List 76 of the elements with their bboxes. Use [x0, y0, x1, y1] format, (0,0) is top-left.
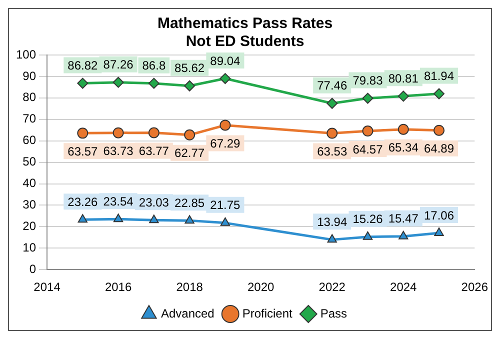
- data-label: 15.47: [388, 212, 419, 226]
- point: [220, 120, 231, 131]
- y-tick-label: 40: [22, 176, 36, 190]
- chart-title: Mathematics Pass Rates Not ED Students: [157, 15, 333, 50]
- y-tick-label: 90: [22, 68, 36, 83]
- point: [220, 217, 230, 226]
- data-label: 62.77: [174, 146, 205, 160]
- data-label: 65.34: [388, 140, 419, 155]
- point: [149, 214, 159, 224]
- point: [220, 73, 231, 84]
- data-label: 64.57: [352, 142, 384, 156]
- y-tick-label: 100: [16, 47, 36, 62]
- y-tick-label: 60: [22, 133, 36, 148]
- point: [362, 126, 374, 137]
- data-label: 17.06: [424, 208, 454, 222]
- y-tick-label: 0: [29, 262, 36, 276]
- point: [326, 128, 338, 139]
- point: [112, 76, 124, 88]
- point: [78, 214, 88, 223]
- data-label: 79.83: [352, 74, 384, 88]
- data-label: 77.46: [317, 78, 348, 93]
- data-label: 63.77: [138, 144, 170, 158]
- y-tick-label: 70: [22, 112, 36, 126]
- x-tick-label: 2024: [390, 280, 418, 294]
- point: [434, 227, 444, 236]
- data-label: 85.62: [174, 61, 205, 76]
- point: [326, 98, 338, 109]
- data-label: 89.04: [210, 54, 241, 68]
- data-label: 15.26: [352, 212, 384, 226]
- data-label: 23.03: [138, 195, 170, 210]
- y-tick-label: 30: [22, 198, 36, 212]
- point: [148, 78, 160, 89]
- data-label: 64.89: [424, 142, 454, 156]
- data-label: 86.8: [142, 58, 166, 73]
- x-tick-label: 2020: [247, 280, 275, 294]
- y-tick-label: 80: [22, 90, 36, 104]
- point: [327, 234, 337, 243]
- data-label: 63.57: [68, 144, 98, 158]
- point: [398, 230, 408, 240]
- legend-label: Pass: [320, 306, 348, 320]
- data-label: 67.29: [210, 136, 241, 151]
- data-label: 81.94: [424, 69, 454, 84]
- x-tick-label: 2016: [104, 280, 132, 294]
- data-label: 87.26: [103, 58, 134, 72]
- point: [434, 124, 445, 136]
- point: [77, 78, 88, 89]
- point: [398, 90, 409, 102]
- point: [434, 88, 445, 100]
- x-tick-label: 2026: [461, 280, 488, 294]
- point: [184, 80, 196, 92]
- x-tick-label: 2014: [34, 280, 61, 294]
- point: [184, 129, 196, 140]
- point: [398, 124, 409, 135]
- point: [113, 214, 124, 222]
- y-tick-label: 20: [22, 218, 36, 233]
- x-tick-label: 2018: [176, 280, 204, 294]
- point: [112, 127, 124, 138]
- data-label: 21.75: [210, 198, 241, 212]
- point: [148, 127, 160, 138]
- y-tick-label: 50: [22, 154, 36, 169]
- point: [184, 215, 194, 224]
- point: [77, 128, 88, 139]
- data-label: 13.94: [317, 214, 348, 229]
- point: [362, 92, 374, 104]
- legend-label: Proficient: [242, 306, 294, 320]
- data-label: 80.81: [388, 71, 419, 86]
- data-label: 63.53: [317, 144, 348, 159]
- point: [362, 231, 373, 240]
- y-tick-label: 10: [22, 240, 36, 254]
- x-tick-label: 2022: [318, 280, 346, 294]
- data-label: 86.82: [68, 58, 98, 73]
- legend-label: Advanced: [160, 306, 214, 320]
- data-label: 23.54: [103, 194, 134, 208]
- data-label: 22.85: [174, 196, 205, 210]
- data-label: 63.73: [103, 144, 134, 158]
- data-label: 23.26: [68, 194, 98, 209]
